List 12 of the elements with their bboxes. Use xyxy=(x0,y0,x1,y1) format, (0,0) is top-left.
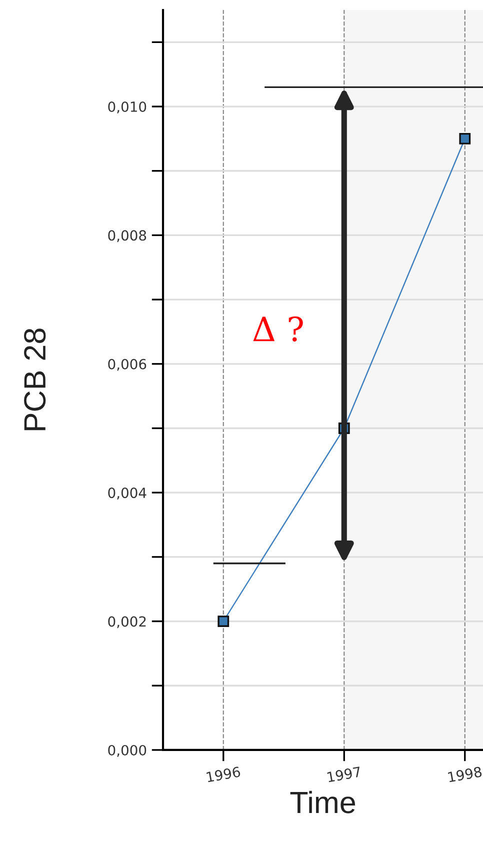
y-tick-label: 0,006 xyxy=(108,358,146,371)
x-tick-label: 1996 xyxy=(206,766,241,782)
y-tick-label: 0,010 xyxy=(108,101,146,114)
y-tick-label: 0,002 xyxy=(108,616,146,628)
x-tick-label: 1998 xyxy=(448,766,482,782)
y-tick-label: 0,008 xyxy=(108,230,146,242)
annotation: Δ ? xyxy=(253,316,303,342)
y-tick-label: 0,004 xyxy=(108,488,146,500)
y-tick-label: 0,000 xyxy=(108,744,146,757)
x-tick-label: 1997 xyxy=(327,766,362,782)
y-axis-title: PCB 28 xyxy=(24,328,46,430)
x-axis-title: Time xyxy=(290,790,356,814)
